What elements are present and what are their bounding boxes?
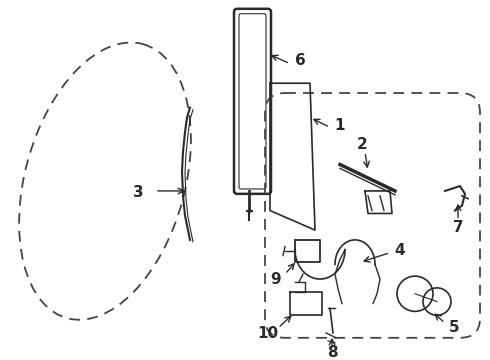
Text: 5: 5 bbox=[449, 320, 459, 334]
Text: 7: 7 bbox=[453, 220, 464, 235]
Text: 1: 1 bbox=[335, 118, 345, 133]
Text: 6: 6 bbox=[294, 53, 305, 68]
Text: 3: 3 bbox=[133, 185, 143, 201]
Text: 2: 2 bbox=[357, 138, 368, 152]
Text: 4: 4 bbox=[394, 243, 405, 258]
Text: 10: 10 bbox=[257, 327, 278, 341]
Text: 9: 9 bbox=[270, 271, 281, 287]
Text: 8: 8 bbox=[327, 345, 337, 360]
